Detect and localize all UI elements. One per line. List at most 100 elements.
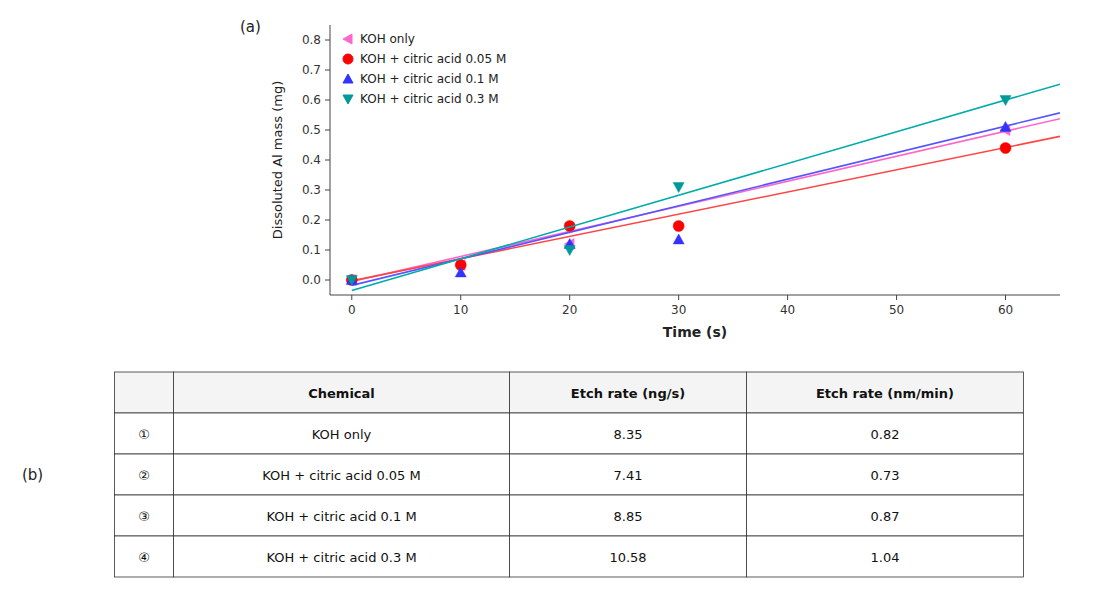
scatter-chart: (a) 0 10 20 30 40 50 60 0.0 0.1 0.2 0.3 0.4 0.5 0.6 0.7… <box>240 18 1060 340</box>
x-tick-label: 60 <box>998 303 1013 317</box>
panel-label: (a) <box>240 18 261 36</box>
legend-label: KOH only <box>360 32 415 46</box>
figure: (a) 0 10 20 30 40 50 60 0.0 0.1 0.2 0.3 0.4 0.5 0.6 0.7… <box>0 0 1098 614</box>
y-tick <box>325 280 330 281</box>
x-tick <box>460 295 461 300</box>
legend-label: KOH + citric acid 0.05 M <box>360 52 506 66</box>
table-text: 0.87 <box>871 509 900 524</box>
y-tick <box>325 190 330 191</box>
y-tick-label: 0.3 <box>302 183 321 197</box>
table-text: ③ <box>138 509 150 524</box>
x-tick <box>896 295 897 300</box>
data-point <box>346 276 357 286</box>
table-cell <box>747 454 1024 495</box>
table-text: KOH + citric acid 0.1 M <box>266 509 416 524</box>
table-cell <box>115 495 174 536</box>
fit-line <box>352 84 1060 290</box>
y-tick <box>325 70 330 71</box>
data-point <box>346 275 357 286</box>
table-header-cell <box>747 372 1024 413</box>
x-tick <box>678 295 679 300</box>
x-tick <box>351 295 352 300</box>
data-point <box>1000 122 1011 132</box>
table-cell <box>510 536 747 577</box>
table-cell <box>174 413 510 454</box>
data-point <box>673 234 684 244</box>
table-header: Chemical <box>308 386 375 401</box>
legend-marker <box>343 34 352 44</box>
table-text: ② <box>138 468 150 483</box>
table-cell <box>510 413 747 454</box>
table-text: 10.58 <box>609 550 646 565</box>
y-tick <box>325 250 330 251</box>
legend-label: KOH + citric acid 0.1 M <box>360 72 499 86</box>
x-tick-label: 30 <box>671 303 686 317</box>
y-tick-label: 0.2 <box>302 213 321 227</box>
y-tick-label: 0.4 <box>302 153 321 167</box>
legend-marker <box>343 54 353 64</box>
table-text: 0.73 <box>871 468 900 483</box>
table-header: Etch rate (ng/s) <box>571 386 685 401</box>
x-tick <box>787 295 788 300</box>
legend-marker <box>343 95 353 104</box>
y-tick-label: 0.8 <box>302 33 321 47</box>
y-tick-label: 0.6 <box>302 93 321 107</box>
table-text: ④ <box>138 550 150 565</box>
legend: KOH only KOH + citric acid 0.05 M KOH + ci… <box>343 32 506 106</box>
table-cell <box>510 495 747 536</box>
table-cell <box>747 536 1024 577</box>
table-text: KOH + citric acid 0.05 M <box>262 468 420 483</box>
x-tick <box>569 295 570 300</box>
table-header: Etch rate (nm/min) <box>816 386 954 401</box>
x-tick-label: 20 <box>562 303 577 317</box>
table-cell <box>174 536 510 577</box>
x-axis-label: Time (s) <box>663 324 727 340</box>
table-header-cell <box>510 372 747 413</box>
table-text: 1.04 <box>871 550 900 565</box>
y-axis-label: Dissoluted Al mass (mg) <box>270 81 285 239</box>
data-point <box>564 246 575 256</box>
table-cell <box>115 454 174 495</box>
x-tick-label: 50 <box>889 303 904 317</box>
table-cell <box>747 495 1024 536</box>
legend-label: KOH + citric acid 0.3 M <box>360 92 499 106</box>
y-tick <box>325 130 330 131</box>
table-text: ① <box>138 427 150 442</box>
x-tick-label: 0 <box>348 303 356 317</box>
y-tick <box>325 220 330 221</box>
table-cell <box>747 413 1024 454</box>
data-point <box>673 183 684 193</box>
x-axis-line <box>330 295 1060 296</box>
data-point <box>455 267 466 277</box>
x-tick <box>1005 295 1006 300</box>
table-text: 8.35 <box>614 427 643 442</box>
legend-marker <box>343 74 353 83</box>
y-tick <box>325 100 330 101</box>
table-text: 7.41 <box>614 468 643 483</box>
table-text: 0.82 <box>871 427 900 442</box>
table-text: 8.85 <box>614 509 643 524</box>
data-point <box>1000 96 1011 106</box>
table-header-cell <box>174 372 510 413</box>
y-tick <box>325 160 330 161</box>
table-cell <box>510 454 747 495</box>
y-tick-label: 0.5 <box>302 123 321 137</box>
data-point <box>1000 143 1011 154</box>
table-text: KOH only <box>312 427 372 442</box>
fit-line <box>352 119 1060 282</box>
table: (b) Chemical Etch rate (ng/s) Etch rate (nm… <box>22 372 1024 577</box>
table-text: KOH + citric acid 0.3 M <box>266 550 416 565</box>
panel-label: (b) <box>22 466 43 484</box>
plot-marks <box>346 84 1060 290</box>
y-tick-label: 0.0 <box>302 273 321 287</box>
y-tick-label: 0.1 <box>302 243 321 257</box>
table-header-cell <box>115 372 174 413</box>
table-cell <box>115 536 174 577</box>
table-cell <box>174 454 510 495</box>
y-tick <box>325 40 330 41</box>
table-cell <box>115 413 174 454</box>
table-cell <box>174 495 510 536</box>
y-tick-label: 0.7 <box>302 63 321 77</box>
x-tick-label: 40 <box>780 303 795 317</box>
x-tick-label: 10 <box>453 303 468 317</box>
